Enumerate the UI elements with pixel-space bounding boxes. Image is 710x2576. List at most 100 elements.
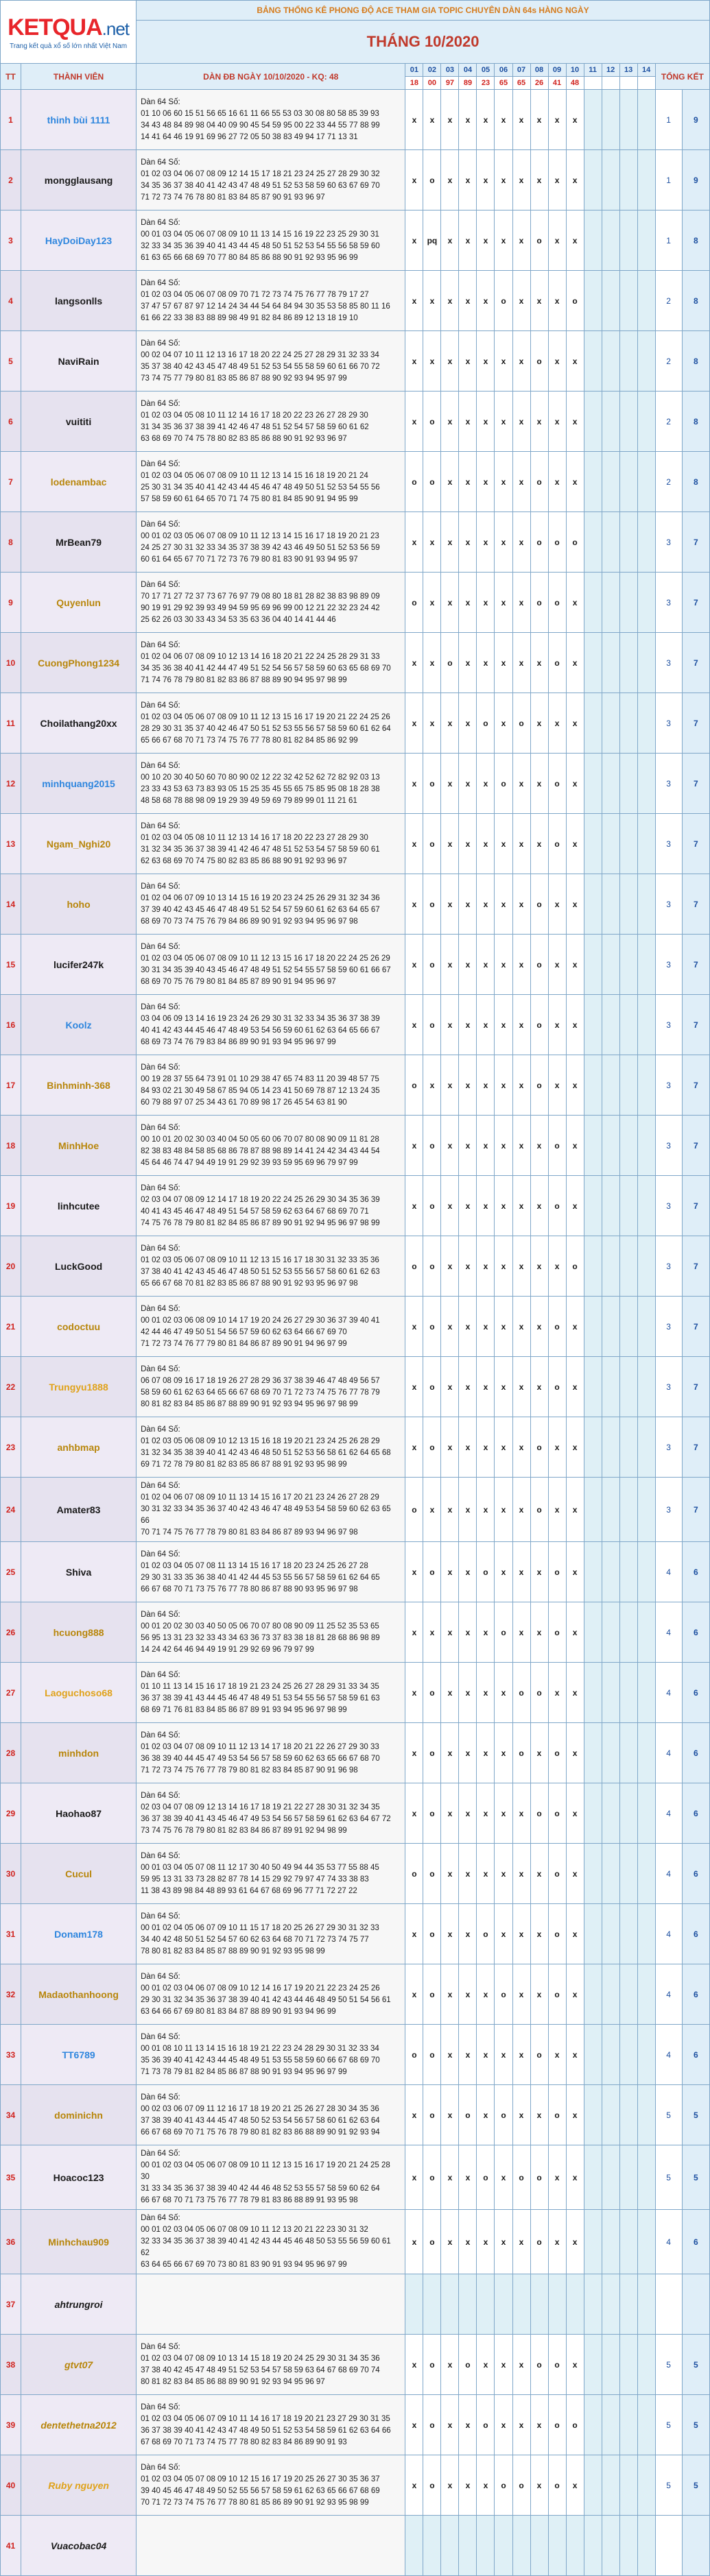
day-mark: x (476, 753, 495, 814)
member-name[interactable]: thinh bùi 1111 (21, 89, 137, 150)
dan-line: 36 38 39 40 44 45 47 49 53 54 56 57 58 5… (141, 1754, 380, 1763)
member-name[interactable]: Vuacobac04 (21, 2515, 137, 2576)
member-name[interactable]: Haohao87 (21, 1783, 137, 1844)
day-mark: x (494, 874, 513, 935)
total-hits: 3 (654, 1296, 683, 1357)
member-name[interactable]: minhquang2015 (21, 753, 137, 814)
table-row: 29 Haohao87 Dàn 64 Số: 02 03 04 07 08 09 12… (0, 1783, 710, 1844)
member-name[interactable]: Minhchau909 (21, 2209, 137, 2274)
day-mark: x (405, 1417, 424, 1478)
day-mark (637, 451, 656, 512)
member-name[interactable]: CuongPhong1234 (21, 632, 137, 693)
day-mark: x (512, 1055, 531, 1116)
day-mark: x (512, 270, 531, 331)
day-mark: x (458, 391, 477, 452)
member-name[interactable]: anhbmap (21, 1417, 137, 1478)
member-name[interactable]: NaviRain (21, 330, 137, 392)
member-name[interactable]: MinhHoe (21, 1115, 137, 1176)
member-name[interactable]: Ngam_Nghi20 (21, 813, 137, 874)
member-name[interactable]: Binhminh-368 (21, 1055, 137, 1116)
day-mark: x (512, 572, 531, 633)
member-name[interactable]: Shiva (21, 1541, 137, 1602)
member-name[interactable]: Madaothanhoong (21, 1964, 137, 2025)
member-name[interactable]: Koolz (21, 994, 137, 1055)
member-name[interactable]: Donam178 (21, 1903, 137, 1964)
row-index: 37 (0, 2274, 22, 2335)
member-name[interactable]: hoho (21, 874, 137, 935)
member-name[interactable]: Cucul (21, 1843, 137, 1904)
member-name[interactable]: lodenambac (21, 451, 137, 512)
member-name[interactable]: codoctuu (21, 1296, 137, 1357)
day-mark (583, 1662, 602, 1723)
total-hits: 5 (654, 2334, 683, 2395)
site-logo[interactable]: KETQUA.net Trang kết quả xổ số lớn nhất … (0, 0, 137, 64)
day-mark: x (423, 89, 442, 150)
day-mark: x (565, 89, 584, 150)
day-mark: x (512, 753, 531, 814)
member-name[interactable]: Laoguchoso68 (21, 1662, 137, 1723)
dan-line: 01 10 11 13 14 15 16 17 18 19 21 23 24 2… (141, 1682, 379, 1691)
dan-line: 78 80 81 82 83 84 85 87 88 89 90 91 92 9… (141, 1947, 325, 1955)
day-mark: x (494, 693, 513, 754)
member-name[interactable]: minhdon (21, 1722, 137, 1783)
total-misses: 7 (681, 1477, 710, 1542)
day-mark: x (530, 2394, 549, 2455)
row-index: 31 (0, 1903, 22, 1964)
day-mark (619, 2084, 638, 2145)
table-row: 19 linhcutee Dàn 64 Số: 02 03 04 07 08 09 1… (0, 1175, 710, 1236)
day-mark: x (512, 1296, 531, 1357)
day-mark: x (440, 1964, 460, 2025)
dan-line: 00 02 03 06 07 09 11 12 16 17 18 19 20 2… (141, 2104, 379, 2113)
day-mark: o (530, 511, 549, 573)
member-name[interactable]: lucifer247k (21, 934, 137, 995)
member-name[interactable]: TT6789 (21, 2024, 137, 2085)
member-name[interactable]: linhcutee (21, 1175, 137, 1236)
day-mark (601, 632, 620, 693)
member-name[interactable]: gtvt07 (21, 2334, 137, 2395)
member-name[interactable]: Ruby nguyen (21, 2455, 137, 2516)
dan-line: Dàn 64 Số: (141, 339, 180, 348)
member-name[interactable]: mongglausang (21, 149, 137, 210)
day-header: 13 (619, 63, 638, 77)
member-name[interactable]: HayDoiDay123 (21, 210, 137, 271)
member-name[interactable]: LuckGood (21, 1236, 137, 1297)
member-name[interactable]: Quyenlun (21, 572, 137, 633)
member-name[interactable]: vuititi (21, 391, 137, 452)
member-name[interactable]: Amater83 (21, 1477, 137, 1542)
member-name[interactable]: Trungyu1888 (21, 1356, 137, 1417)
dan-line: Dàn 64 Số: (141, 218, 180, 227)
day-mark (619, 994, 638, 1055)
member-name[interactable]: ahtrungroi (21, 2274, 137, 2335)
day-mark: o (530, 1417, 549, 1478)
total-hits: 3 (654, 1115, 683, 1176)
row-index: 33 (0, 2024, 22, 2085)
day-mark (619, 89, 638, 150)
day-mark (637, 89, 656, 150)
member-name[interactable]: dentethetna2012 (21, 2394, 137, 2455)
member-name[interactable]: Choilathang20xx (21, 693, 137, 754)
day-mark: o (547, 1175, 567, 1236)
day-mark: x (547, 1417, 567, 1478)
member-name[interactable]: MrBean79 (21, 511, 137, 573)
day-mark: x (458, 1417, 477, 1478)
day-mark: x (565, 451, 584, 512)
member-name[interactable]: Hoacoc123 (21, 2145, 137, 2210)
table-row: 18 MinhHoe Dàn 64 Số: 00 10 01 20 02 30 03 … (0, 1115, 710, 1176)
dan-line: 00 01 02 03 04 05 06 07 08 09 10 11 12 1… (141, 2226, 368, 2234)
day-mark: x (565, 1964, 584, 2025)
day-mark: o (565, 2394, 584, 2455)
row-index: 4 (0, 270, 22, 331)
member-name[interactable]: langsonlls (21, 270, 137, 331)
day-mark: x (565, 1055, 584, 1116)
day-mark: x (530, 632, 549, 693)
dan-line: 68 69 71 76 81 83 84 85 86 87 89 91 93 9… (141, 1705, 347, 1714)
day-mark (619, 149, 638, 210)
member-name[interactable]: dominichn (21, 2084, 137, 2145)
day-mark: x (458, 1115, 477, 1176)
table-row: 25 Shiva Dàn 64 Số: 01 02 03 04 05 07 08 11… (0, 1541, 710, 1602)
day-mark: x (458, 270, 477, 331)
day-mark: x (530, 753, 549, 814)
day-mark: x (530, 89, 549, 150)
day-mark: o (423, 994, 442, 1055)
member-name[interactable]: hcuong888 (21, 1602, 137, 1663)
